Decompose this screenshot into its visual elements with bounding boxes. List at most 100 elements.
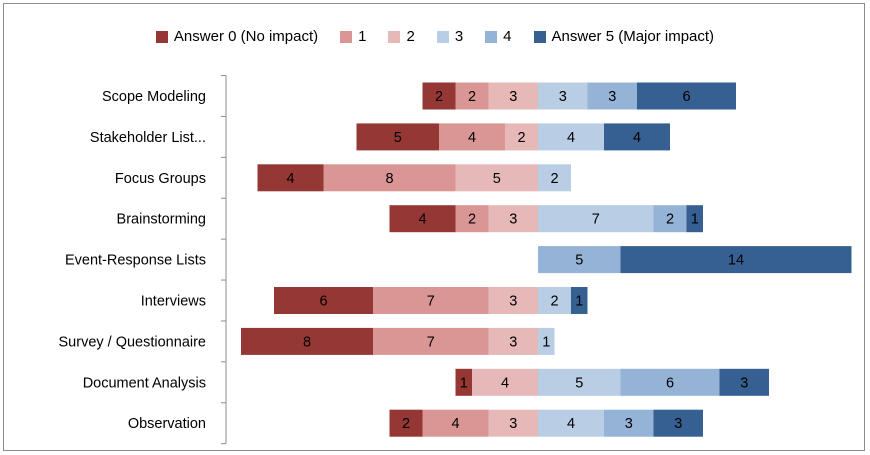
bar-segment (455, 368, 472, 396)
legend-item-answer-5: Answer 5 (Major impact) (533, 28, 715, 45)
bar-value-label: 1 (575, 294, 583, 310)
category-label: Survey / Questionnaire (59, 334, 207, 350)
bar-value-label: 3 (509, 212, 517, 228)
legend-item-answer-2: 2 (388, 28, 415, 45)
bar-segment (356, 123, 439, 151)
bar-segment (257, 164, 324, 192)
category-label: Focus Groups (115, 171, 206, 187)
bar-segment (538, 205, 654, 233)
bar-value-label: 5 (493, 171, 501, 187)
legend-swatch-answer-3 (436, 30, 449, 43)
bar-segment (455, 82, 489, 110)
legend-label-answer-2: 2 (406, 28, 415, 45)
bar-value-label: 2 (468, 89, 476, 105)
bar-segment (538, 82, 588, 110)
legend-item-answer-4: 4 (485, 28, 512, 45)
legend-label-answer-0: Answer 0 (No impact) (173, 28, 319, 45)
bar-value-label: 3 (559, 89, 567, 105)
bar-segment (455, 205, 489, 233)
bar-segment (538, 409, 604, 437)
bar-segment (637, 82, 736, 110)
bar-value-label: 2 (550, 294, 558, 310)
bar-value-label: 3 (509, 294, 517, 310)
bar-value-label: 4 (418, 212, 426, 228)
bar-segment (472, 368, 538, 396)
category-label: Stakeholder List... (90, 130, 206, 146)
bar-segment (422, 409, 489, 437)
bar-segment (422, 82, 456, 110)
category-label: Brainstorming (117, 212, 206, 228)
bar-value-label: 4 (633, 130, 641, 146)
bar-value-label: 3 (509, 334, 517, 350)
legend-swatch-answer-4 (485, 30, 498, 43)
legend-swatch-answer-2 (388, 30, 401, 43)
legend-item-answer-1: 1 (340, 28, 366, 45)
legend-label-answer-3: 3 (454, 28, 464, 45)
legend-item-answer-0: Answer 0 (No impact) (155, 28, 319, 45)
legend-label-answer-5: Answer 5 (Major impact) (551, 28, 715, 45)
bar-value-label: 3 (740, 375, 748, 391)
bar-segment (389, 205, 456, 233)
bar-value-label: 1 (460, 375, 468, 391)
bar-segment (653, 409, 703, 437)
bar-value-label: 5 (394, 130, 402, 146)
bar-segment (719, 368, 769, 396)
category-label: Document Analysis (83, 375, 206, 391)
bar-segment (604, 123, 670, 151)
bar-value-label: 6 (666, 375, 674, 391)
category-label: Interviews (141, 294, 206, 310)
bar-segment (274, 287, 373, 314)
legend-label-answer-4: 4 (503, 28, 512, 45)
bar-segment (538, 123, 604, 151)
bar-value-label: 3 (674, 416, 682, 432)
bar-value-label: 6 (319, 294, 327, 310)
bar-segment (389, 409, 423, 437)
bar-value-label: 8 (303, 334, 311, 350)
bar-segment (439, 123, 505, 151)
legend-swatch-answer-0 (155, 30, 168, 43)
bar-segment (620, 368, 720, 396)
category-label: Observation (128, 416, 206, 432)
bar-segment (488, 82, 538, 110)
bar-segment (488, 287, 538, 314)
bar-value-label: 4 (501, 375, 509, 391)
category-label: Event-Response Lists (65, 253, 206, 269)
bar-value-label: 14 (728, 253, 744, 269)
bar-value-label: 8 (385, 171, 393, 187)
bar-segment (538, 246, 621, 274)
bar-segment (538, 327, 555, 355)
bar-value-label: 7 (592, 212, 600, 228)
bar-segment (488, 327, 538, 355)
legend-swatch-answer-5 (533, 30, 546, 43)
bar-value-label: 2 (666, 212, 674, 228)
bar-segment (538, 368, 621, 396)
bar-value-label: 4 (286, 171, 294, 187)
bar-segment (323, 164, 456, 192)
bar-value-label: 3 (608, 89, 616, 105)
bar-value-label: 4 (468, 130, 476, 146)
bar-value-label: 4 (451, 416, 459, 432)
bar-value-label: 6 (682, 89, 690, 105)
bar-value-label: 2 (402, 416, 410, 432)
bar-segment (571, 287, 588, 314)
bar-segment (241, 327, 373, 355)
bar-segment (488, 409, 538, 437)
bar-value-label: 5 (575, 253, 583, 269)
bar-value-label: 2 (435, 89, 443, 105)
bar-value-label: 4 (567, 416, 575, 432)
bar-segment (488, 205, 538, 233)
bar-value-label: 5 (575, 375, 583, 391)
bar-segment (455, 164, 538, 192)
bar-segment (686, 205, 703, 233)
bar-value-label: 7 (427, 334, 435, 350)
bar-value-label: 2 (468, 212, 476, 228)
bar-value-label: 2 (550, 171, 558, 187)
category-label: Scope Modeling (102, 89, 206, 105)
bar-segment (620, 246, 852, 274)
bar-segment (587, 82, 637, 110)
bar-value-label: 1 (542, 334, 550, 350)
bar-segment (538, 164, 571, 192)
bar-value-label: 1 (691, 212, 699, 228)
bar-value-label: 3 (509, 416, 517, 432)
